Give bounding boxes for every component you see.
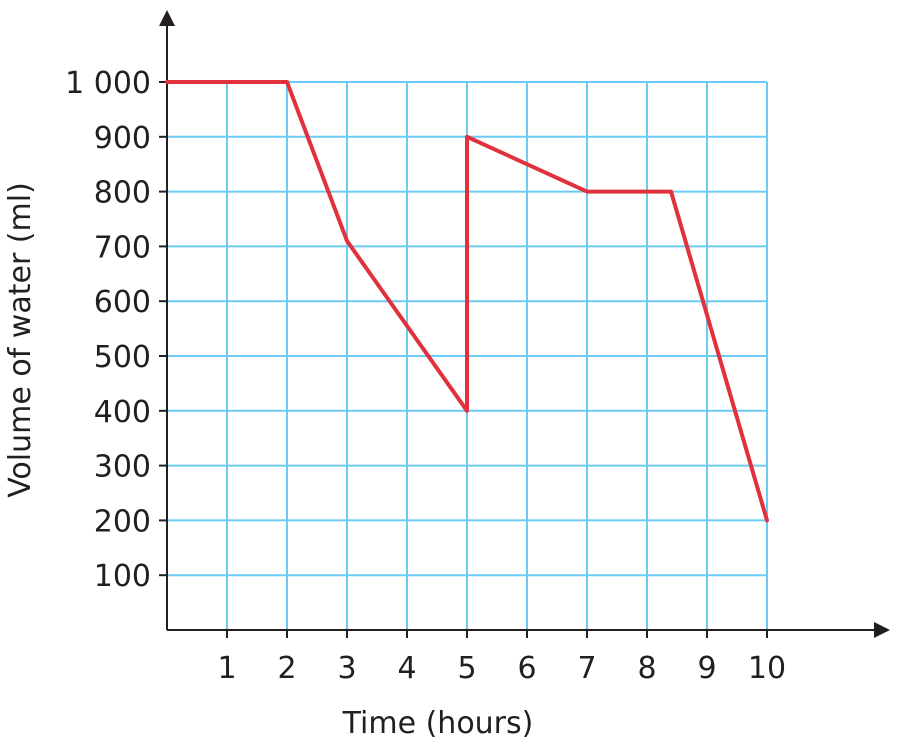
tick-labels: 1 2 3 4 5 6 7 8 9 10 100 200 300 400 500 600 700 800 900 1 … <box>65 66 786 686</box>
x-tick-label: 3 <box>337 651 356 686</box>
series-line <box>165 80 769 523</box>
y-tick-label: 800 <box>94 176 151 211</box>
y-tick-label: 100 <box>94 559 151 594</box>
y-tick-label: 300 <box>94 450 151 485</box>
x-tick-label: 7 <box>577 651 596 686</box>
y-axis-arrow <box>159 10 175 26</box>
x-tick-label: 10 <box>748 651 786 686</box>
y-tick-label: 500 <box>94 340 151 375</box>
y-tick-label: 1 000 <box>65 66 151 101</box>
x-tick-label: 2 <box>277 651 296 686</box>
y-tick-label: 200 <box>94 504 151 539</box>
axes <box>159 10 890 638</box>
ticks <box>159 81 768 638</box>
y-tick-label: 900 <box>94 121 151 156</box>
y-tick-label: 700 <box>94 230 151 265</box>
x-tick-label: 1 <box>217 651 236 686</box>
x-tick-label: 6 <box>517 651 536 686</box>
x-tick-label: 4 <box>397 651 416 686</box>
x-tick-label: 8 <box>637 651 656 686</box>
x-tick-label: 5 <box>457 651 476 686</box>
x-axis-title: Time (hours) <box>342 706 534 740</box>
series <box>165 80 769 523</box>
x-tick-label: 9 <box>697 651 716 686</box>
y-tick-label: 400 <box>94 395 151 430</box>
y-axis-title: Volume of water (ml) <box>3 182 38 498</box>
x-axis-arrow <box>874 622 890 638</box>
y-tick-label: 600 <box>94 285 151 320</box>
